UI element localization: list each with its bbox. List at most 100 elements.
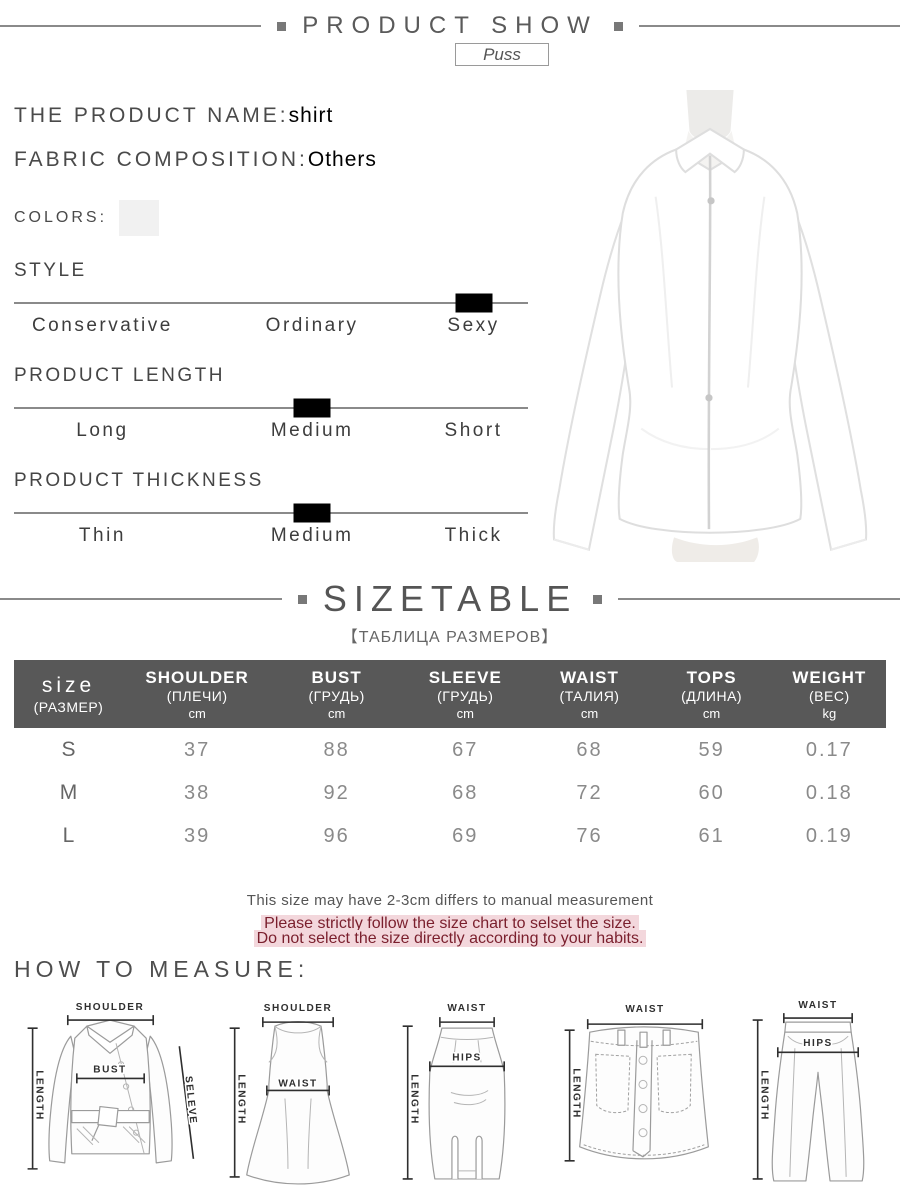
value-cell: 96 (323, 824, 350, 847)
note-highlight: Do not select the size directly accordin… (253, 930, 647, 947)
sizetable-line-left (0, 598, 282, 600)
col-ru: (ДЛИНА) (681, 688, 743, 705)
col-header-waist: WAIST (ТАЛИЯ) cm (528, 660, 651, 728)
square-bullet-icon (277, 21, 287, 31)
value-cell: 0.17 (805, 738, 853, 761)
measure-label-hips: HIPS (803, 1038, 832, 1049)
col-en: WAIST (560, 668, 619, 687)
col-en: SHOULDER (145, 668, 249, 687)
value-cell: 68 (576, 738, 603, 761)
col-ru: (ГРУДЬ) (308, 688, 365, 705)
size-cell: L (62, 824, 75, 847)
measure-figure-pants: WAIST LENGTH HIPS (752, 999, 865, 1182)
shirt-photo-illustration (552, 90, 868, 562)
measure-label-length: LENGTH (34, 1070, 45, 1120)
measure-figure-mini-skirt: WAIST LENGTH (564, 1003, 709, 1162)
table-row-s: S 37 88 67 68 59 0.17 (14, 728, 886, 771)
sizetable-line-right (618, 598, 900, 600)
note-follow-chart: Please strictly follow the size chart to… (0, 915, 900, 932)
note-habits: Do not select the size directly accordin… (0, 930, 900, 947)
page-title: PRODUCT SHOW (302, 12, 598, 39)
how-to-measure-title: HOW TO MEASURE: (14, 956, 310, 982)
measure-label-sleeve: SELEVE (182, 1076, 198, 1126)
attribute-title: PRODUCT LENGTH (14, 365, 225, 386)
product-photo (520, 90, 900, 562)
color-swatch (119, 200, 160, 236)
measure-label-hips: HIPS (452, 1052, 481, 1063)
measure-label-waist: WAIST (625, 1004, 664, 1015)
table-header-row: size (РАЗМЕР) SHOULDER (ПЛЕЧИ) cm BUST (… (14, 660, 886, 728)
col-en: TOPS (686, 668, 737, 687)
header-line-left (0, 25, 262, 27)
size-table: size (РАЗМЕР) SHOULDER (ПЛЕЧИ) cm BUST (… (14, 660, 886, 857)
product-info: THE PRODUCT NAME:shirt FABRIC COMPOSITIO… (14, 104, 528, 551)
value-cell: 92 (323, 781, 350, 804)
attribute-title: PRODUCT THICKNESS (14, 470, 264, 491)
scale-marker (293, 503, 331, 523)
option-label: Thin (78, 525, 126, 546)
attribute-length: PRODUCT LENGTH Long Medium Short (14, 365, 528, 446)
col-header-weight: WEIGHT (ВЕС) kg (772, 660, 886, 728)
size-cell: S (61, 738, 76, 761)
value-cell: 37 (183, 738, 211, 761)
col-ru: (ПЛЕЧИ) (166, 688, 228, 705)
col-unit: kg (822, 705, 837, 721)
col-header-size: size (РАЗМЕР) (14, 660, 123, 728)
col-en: SLEEVE (428, 668, 502, 687)
value-cell: 88 (323, 738, 350, 761)
col-unit: cm (456, 705, 474, 721)
value-cell: 68 (452, 781, 479, 804)
square-bullet-icon (613, 21, 623, 31)
attribute-scale (14, 503, 528, 523)
colors-label: COLORS: (14, 209, 108, 226)
fabric-value: Others (307, 148, 377, 171)
attribute-style: STYLE Conservative Ordinary Sexy (14, 260, 528, 341)
measure-label-length: LENGTH (409, 1074, 420, 1124)
attribute-scale (14, 398, 528, 418)
value-cell: 38 (183, 781, 211, 804)
product-name-label: THE PRODUCT NAME: (14, 104, 289, 127)
scale-marker (455, 293, 493, 313)
col-header-shoulder: SHOULDER (ПЛЕЧИ) cm (123, 660, 272, 728)
col-en: WEIGHT (792, 668, 867, 687)
attribute-title: STYLE (14, 260, 87, 281)
measure-label-shoulder: SHOULDER (263, 1003, 331, 1014)
col-ru: (ГРУДЬ) (437, 688, 494, 705)
option-label: Short (444, 420, 503, 441)
fabric-line: FABRIC COMPOSITION:Others (14, 148, 528, 172)
table-row-m: M 38 92 68 72 60 0.18 (14, 771, 886, 814)
option-label: Medium (270, 525, 354, 546)
measure-figure-jacket: SHOULDER LENGTH BUST SELEVE (27, 1001, 200, 1170)
value-cell: 59 (698, 738, 725, 761)
option-label: Conservative (31, 315, 173, 336)
note-measurement: This size may have 2-3cm differs to manu… (246, 892, 654, 909)
table-row-l: L 39 96 69 76 61 0.19 (14, 814, 886, 857)
measure-label-length: LENGTH (235, 1074, 246, 1124)
value-cell: 60 (698, 781, 725, 804)
sizetable-decoration: SIZETABLE (0, 578, 900, 620)
col-header-sleeve: SLEEVE (ГРУДЬ) cm (402, 660, 529, 728)
col-header-tops: TOPS (ДЛИНА) cm (650, 660, 773, 728)
attribute-options: Thin Medium Thick (14, 525, 528, 551)
col-ru: (ВЕС) (809, 688, 850, 705)
measure-label-bust: BUST (93, 1064, 126, 1075)
product-name-value: shirt (288, 104, 334, 127)
col-en: size (41, 673, 96, 697)
col-en: BUST (311, 668, 362, 687)
product-name-line: THE PRODUCT NAME:shirt (14, 104, 528, 128)
header-decoration: PRODUCT SHOW (0, 12, 900, 40)
header-line-right (638, 25, 900, 27)
note-highlight: Please strictly follow the size chart to… (261, 915, 639, 932)
scale-marker (293, 398, 331, 418)
attribute-options: Long Medium Short (14, 420, 528, 446)
measure-label-waist: WAIST (447, 1003, 486, 1014)
value-cell: 72 (576, 781, 603, 804)
option-label: Medium (270, 420, 354, 441)
measure-label-length: LENGTH (570, 1068, 581, 1118)
option-label: Sexy (447, 315, 500, 336)
col-unit: cm (702, 705, 721, 721)
fabric-label: FABRIC COMPOSITION: (14, 148, 308, 171)
option-label: Thick (444, 525, 503, 546)
measure-figure-dress: SHOULDER LENGTH WAIST (229, 1002, 350, 1185)
